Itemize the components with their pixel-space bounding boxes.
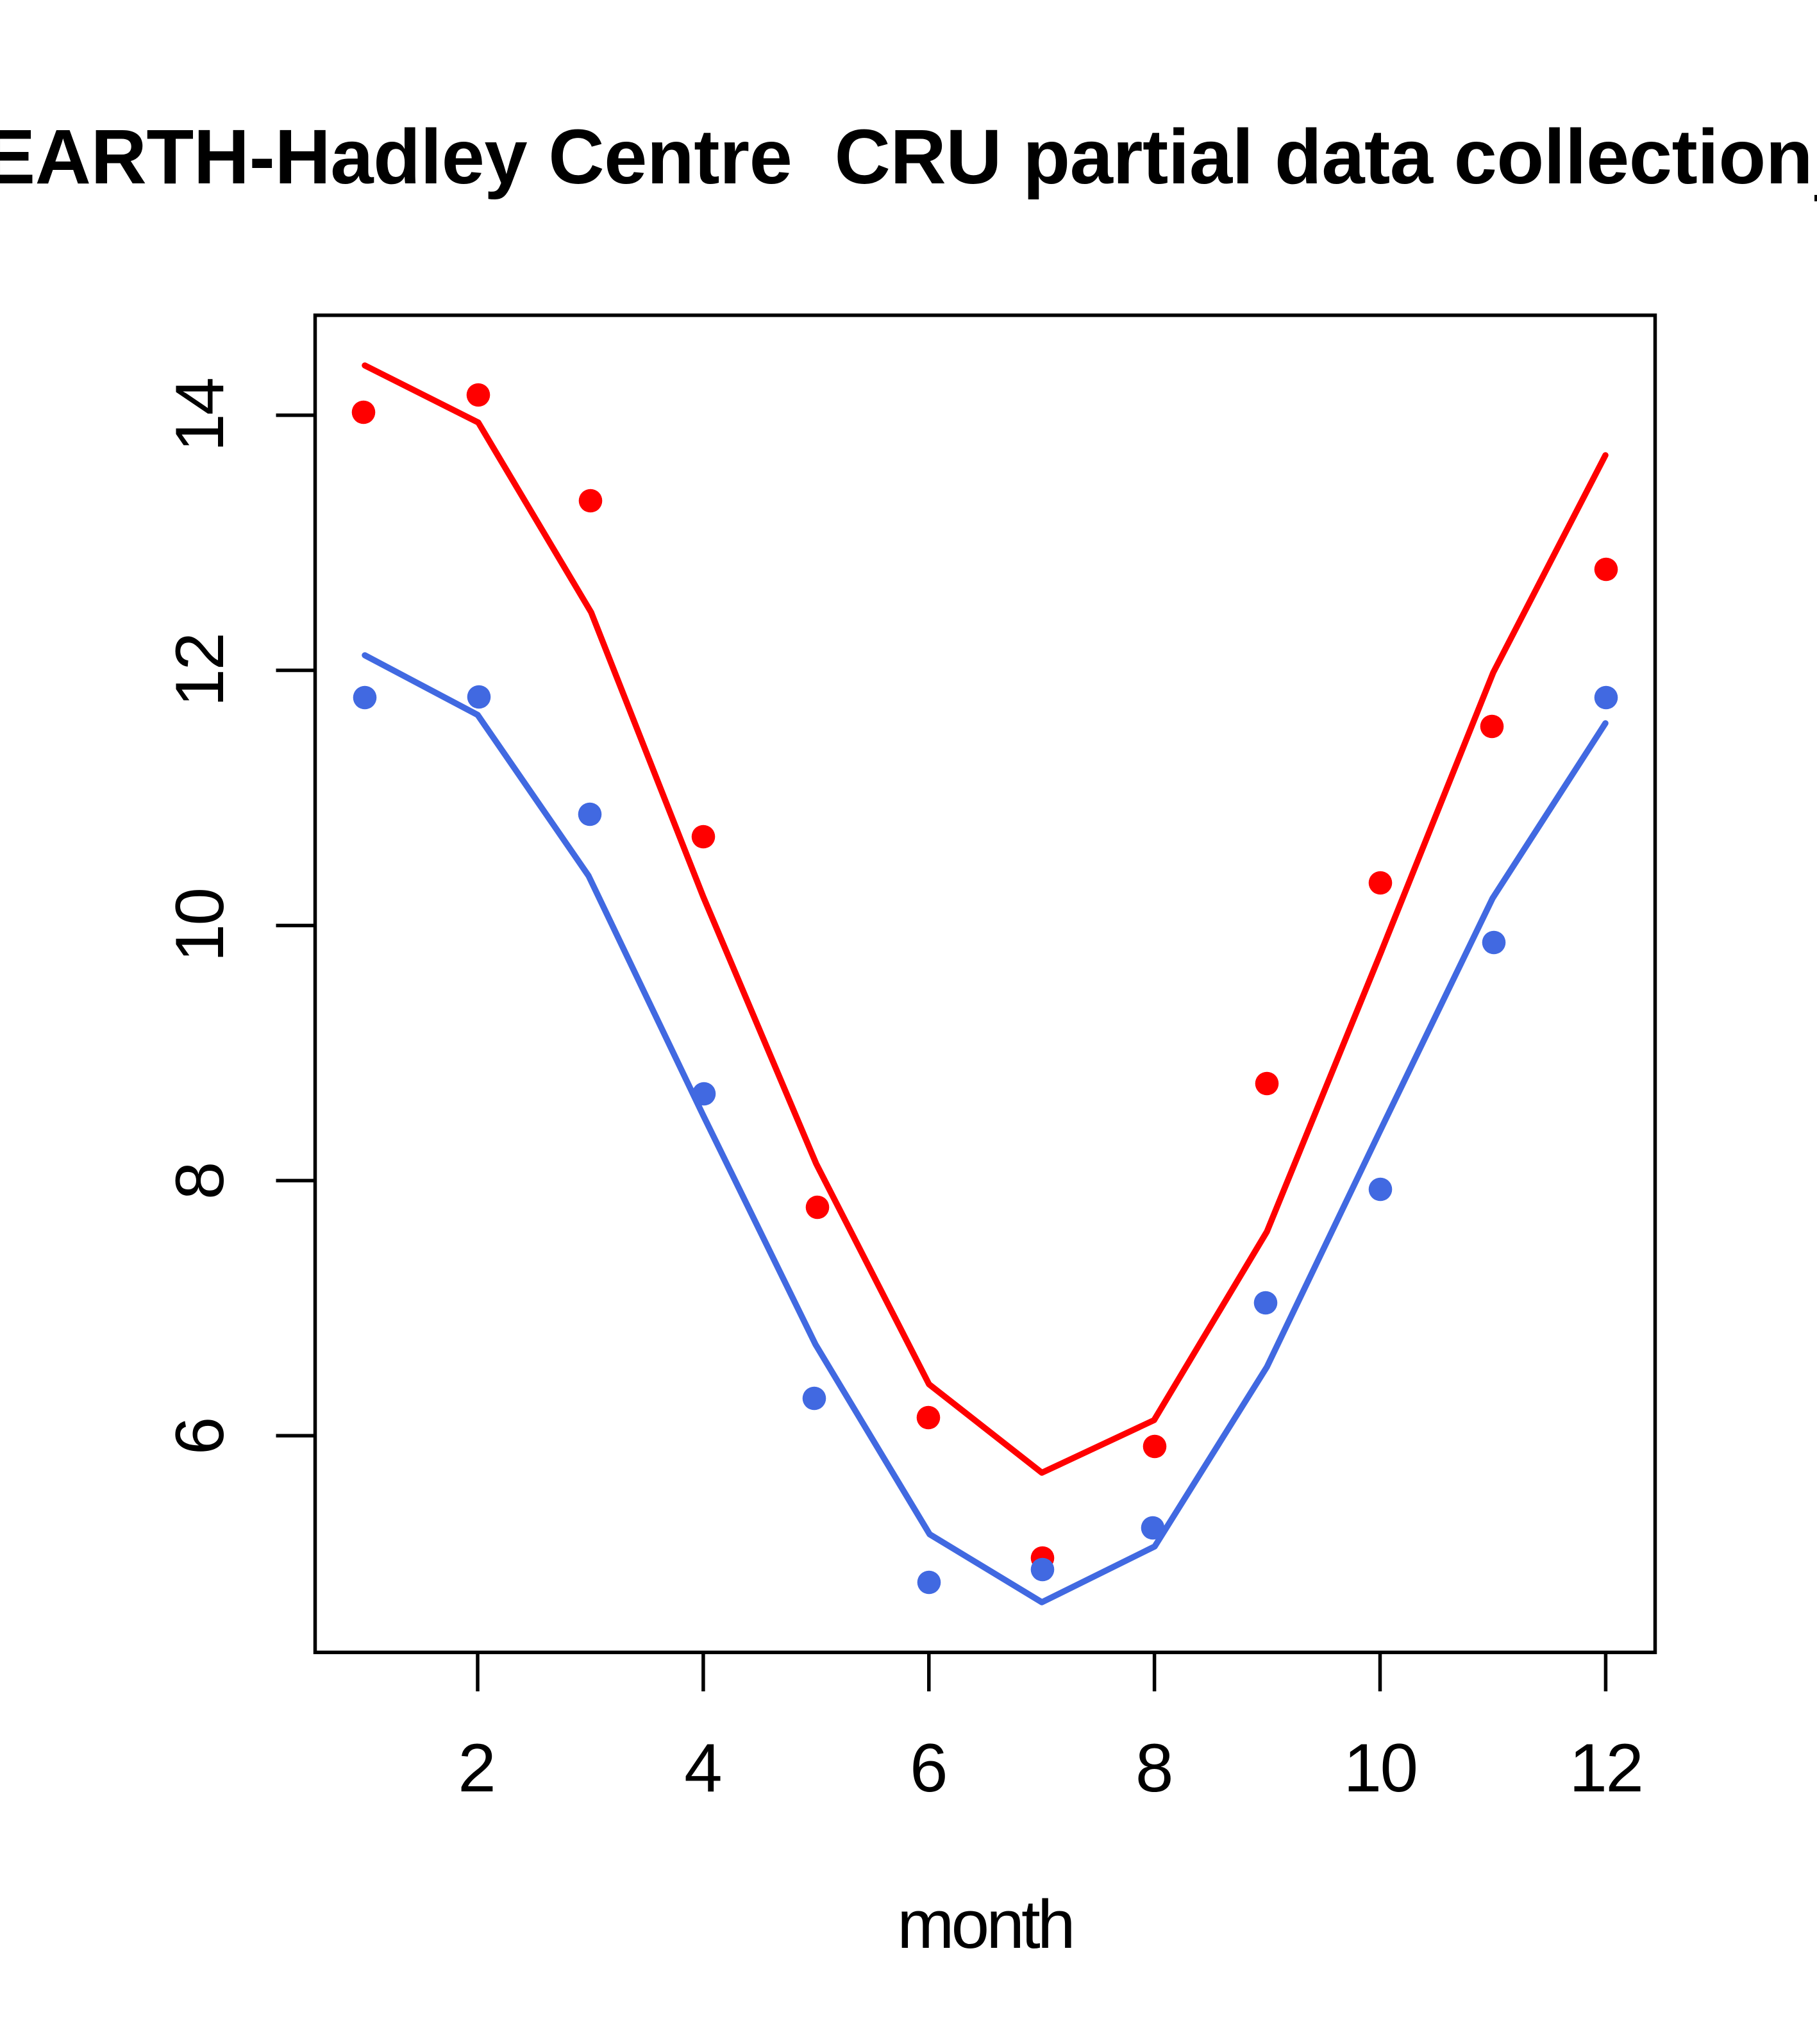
svg-text:EARTH-Hadley Centre CRU parti: EARTH-Hadley Centre CRU partial data col… <box>0 113 1813 200</box>
svg-text:6: 6 <box>161 1417 238 1455</box>
svg-text:8: 8 <box>1135 1729 1174 1806</box>
svg-text:2: 2 <box>458 1729 496 1806</box>
svg-text:month: month <box>897 1886 1072 1963</box>
svg-text:14: 14 <box>161 379 238 452</box>
svg-text:8: 8 <box>161 1162 238 1200</box>
svg-text:12: 12 <box>161 633 238 707</box>
svg-text:6: 6 <box>910 1729 948 1806</box>
svg-text:10: 10 <box>161 889 238 962</box>
svg-text:10: 10 <box>1343 1729 1416 1806</box>
svg-text:4: 4 <box>684 1729 723 1806</box>
svg-text:12: 12 <box>1569 1729 1642 1806</box>
